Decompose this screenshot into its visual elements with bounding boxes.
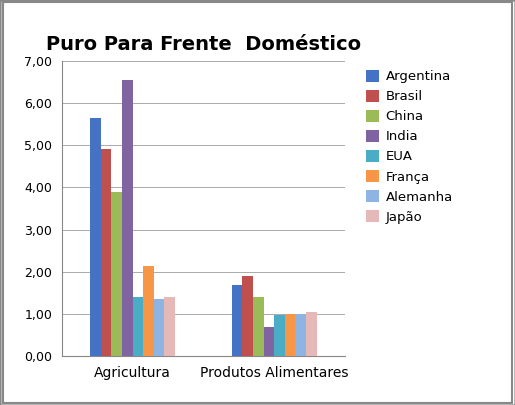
Bar <box>306 312 317 356</box>
Bar <box>101 149 111 356</box>
Bar <box>243 276 253 356</box>
Bar <box>111 192 122 356</box>
Bar <box>264 327 274 356</box>
Bar <box>90 118 101 356</box>
Bar <box>164 297 175 356</box>
Title: Puro Para Frente  Doméstico: Puro Para Frente Doméstico <box>46 35 361 53</box>
Bar <box>122 80 133 356</box>
Bar <box>133 297 143 356</box>
Bar <box>154 299 164 356</box>
Bar <box>285 314 296 356</box>
Legend: Argentina, Brasil, China, India, EUA, França, Alemanha, Japão: Argentina, Brasil, China, India, EUA, Fr… <box>363 67 455 226</box>
Bar <box>143 266 154 356</box>
Bar <box>296 314 306 356</box>
Bar <box>232 285 243 356</box>
Bar <box>274 315 285 356</box>
Bar <box>253 297 264 356</box>
